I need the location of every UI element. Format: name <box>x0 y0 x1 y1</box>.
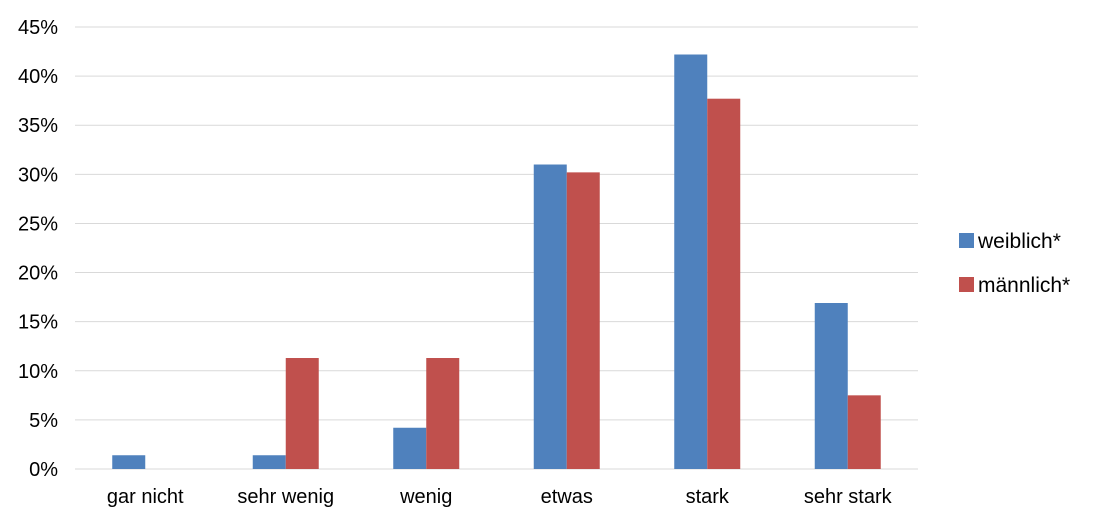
y-tick-label: 0% <box>29 459 58 481</box>
bar-weiblich <box>112 455 146 469</box>
gridlines <box>75 26 918 470</box>
x-axis-tick-labels: gar nicht sehr wenig wenig etwas stark sehr s… <box>107 486 893 508</box>
y-axis-tick-labels: 0% 5% 10% 15% 20% 25% 30% 35% 40% 45% <box>18 17 58 481</box>
x-tick-label: wenig <box>399 486 452 508</box>
bar-weiblich <box>252 455 286 469</box>
bar-weiblich <box>533 164 567 469</box>
bar-maennlich <box>285 358 319 469</box>
bar-maennlich <box>426 358 460 469</box>
bar-weiblich <box>674 54 708 469</box>
y-tick-label: 35% <box>18 115 58 137</box>
legend-label: weiblich* <box>977 230 1061 253</box>
bar-maennlich <box>566 172 600 469</box>
x-tick-label: etwas <box>541 486 593 508</box>
x-tick-label: sehr stark <box>804 486 893 508</box>
y-tick-label: 20% <box>18 263 58 285</box>
bar-weiblich <box>393 427 427 469</box>
x-tick-label: sehr wenig <box>237 486 334 508</box>
bars <box>112 54 881 470</box>
y-tick-label: 10% <box>18 361 58 383</box>
y-tick-label: 15% <box>18 312 58 334</box>
y-tick-label: 40% <box>18 66 58 88</box>
bar-maennlich <box>707 98 741 470</box>
y-tick-label: 5% <box>29 410 58 432</box>
bar-maennlich <box>847 395 881 469</box>
legend-label: männlich* <box>978 274 1070 297</box>
y-tick-label: 30% <box>18 164 58 186</box>
x-tick-label: stark <box>686 486 730 508</box>
y-tick-label: 25% <box>18 213 58 235</box>
legend: weiblich* männlich* <box>959 230 1070 297</box>
x-tick-label: gar nicht <box>107 486 184 508</box>
y-tick-label: 45% <box>18 17 58 39</box>
bar-weiblich <box>814 303 848 469</box>
legend-swatch <box>959 277 974 292</box>
legend-swatch <box>959 233 974 248</box>
